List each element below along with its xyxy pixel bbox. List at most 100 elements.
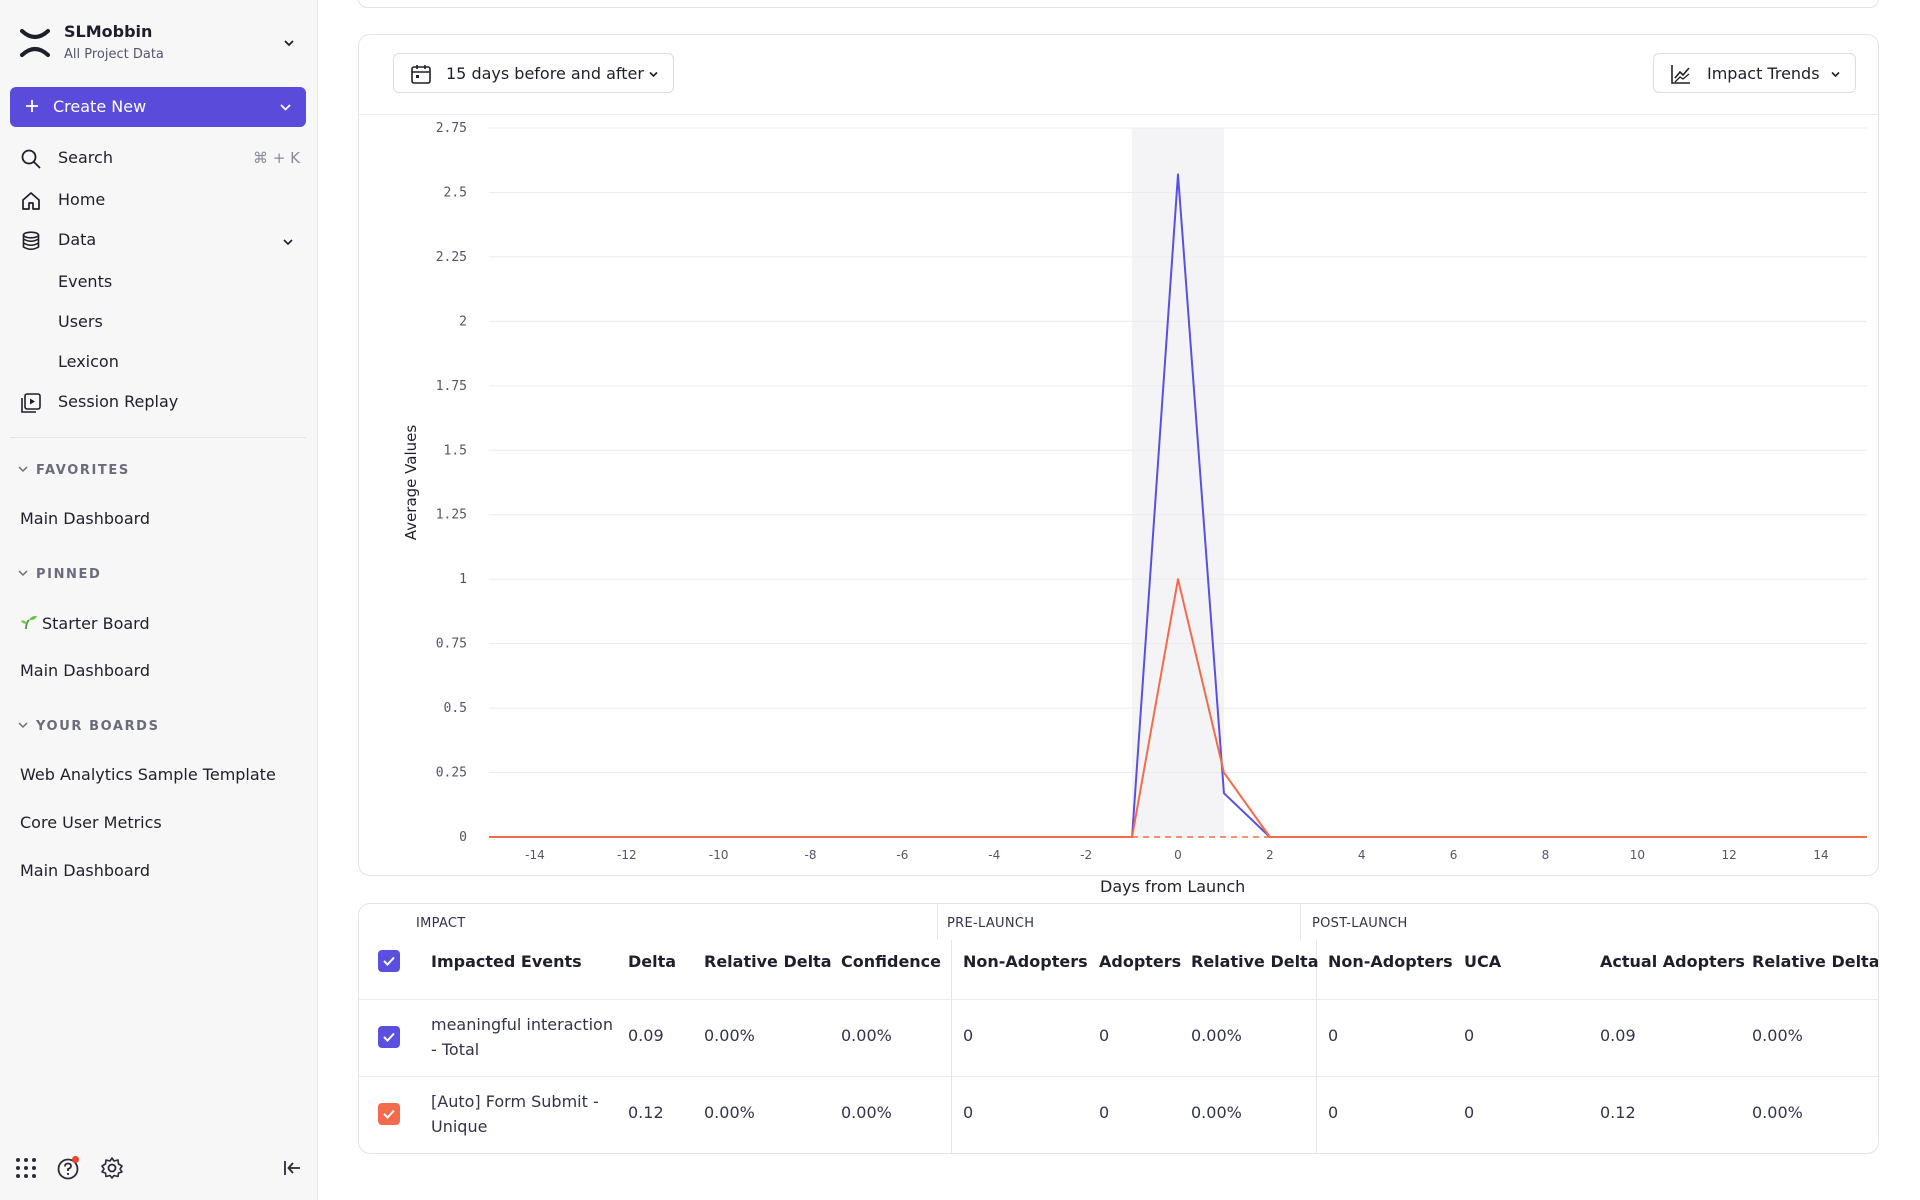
search-icon: [21, 149, 41, 169]
chevron-down-icon: [18, 722, 28, 729]
x-tick-label: 2: [1266, 848, 1274, 862]
select-all-checkbox[interactable]: [378, 950, 400, 972]
y-tick-label: 0.5: [444, 701, 467, 716]
group-divider: [937, 904, 938, 940]
sidebar-item-events[interactable]: Events: [58, 272, 113, 291]
app-logo-icon: [20, 29, 50, 57]
x-tick-label: -2: [1080, 848, 1092, 862]
column-header[interactable]: Non-Adopters: [963, 952, 1088, 971]
table-cell: 0.09: [628, 1026, 664, 1045]
pinned-item[interactable]: Main Dashboard: [20, 661, 151, 680]
sidebar-item-session-replay[interactable]: Session Replay: [20, 386, 300, 418]
check-icon: [383, 956, 395, 966]
board-item[interactable]: Core User Metrics: [20, 813, 162, 832]
table-cell: 0: [963, 1026, 974, 1045]
group-header-post-launch: POST-LAUNCH: [1312, 916, 1408, 931]
y-tick-label: 1.75: [436, 379, 467, 394]
y-tick-label: 2.25: [436, 250, 467, 265]
chevron-down-icon[interactable]: [279, 101, 292, 114]
table-cell: 0.12: [1600, 1103, 1636, 1122]
table-cell: 0: [1464, 1026, 1475, 1045]
pinned-item[interactable]: Starter Board: [20, 613, 150, 633]
board-item[interactable]: Web Analytics Sample Template: [20, 765, 276, 784]
impact-chart-card: 15 days before and after Impact Trends 0…: [358, 34, 1879, 876]
chevron-down-icon: [1831, 71, 1840, 78]
sidebar: SLMobbin All Project Data Create New Sea…: [0, 0, 318, 1200]
gear-icon[interactable]: [100, 1156, 124, 1180]
help-icon[interactable]: [56, 1156, 80, 1180]
impacted-event-name[interactable]: meaningful interaction - Total: [431, 1015, 613, 1059]
series-line-1: [489, 578, 1867, 838]
view-type-select[interactable]: Impact Trends: [1653, 53, 1856, 93]
x-tick-label: 4: [1358, 848, 1366, 862]
date-range-label: 15 days before and after: [446, 64, 644, 83]
column-divider: [951, 940, 952, 1153]
column-header[interactable]: Relative Delta: [704, 952, 832, 971]
column-header[interactable]: Relative Delta: [1191, 952, 1319, 971]
y-tick-label: 1.5: [444, 443, 467, 458]
plus-icon: [26, 100, 38, 112]
row-checkbox[interactable]: [378, 1103, 400, 1125]
column-header[interactable]: Delta: [628, 952, 677, 971]
y-tick-label: 2.75: [436, 121, 467, 136]
apps-grid-icon[interactable]: [14, 1156, 38, 1180]
sidebar-item-data[interactable]: Data: [20, 224, 300, 256]
x-tick-label: -10: [709, 848, 729, 862]
column-header[interactable]: Adopters: [1099, 952, 1182, 971]
project-switcher[interactable]: SLMobbin All Project Data: [20, 22, 300, 68]
row-checkbox[interactable]: [378, 1026, 400, 1048]
collapse-sidebar-icon[interactable]: [280, 1156, 304, 1180]
chevron-down-icon: [18, 466, 28, 473]
x-tick-label: 14: [1813, 848, 1828, 862]
create-new-label: Create New: [53, 97, 147, 116]
view-type-label: Impact Trends: [1707, 64, 1820, 83]
column-divider: [1316, 940, 1317, 1153]
sidebar-item-label: Search: [58, 148, 113, 167]
x-tick-label: -8: [805, 848, 817, 862]
chevron-down-icon: [649, 71, 658, 78]
sidebar-item-label: Home: [58, 190, 106, 209]
sidebar-item-label: Session Replay: [58, 392, 179, 411]
pinned-section-toggle[interactable]: PINNED: [18, 567, 101, 582]
sidebar-footer: [14, 1156, 304, 1182]
x-tick-label: -6: [896, 848, 908, 862]
favorite-item[interactable]: Main Dashboard: [20, 509, 151, 528]
table-cell: 0: [1328, 1103, 1339, 1122]
sidebar-item-users[interactable]: Users: [58, 312, 103, 331]
x-tick-label: -4: [988, 848, 1000, 862]
sidebar-item-lexicon[interactable]: Lexicon: [58, 352, 119, 371]
column-header[interactable]: Actual Adopters: [1600, 952, 1745, 971]
y-tick-label: 0.25: [436, 766, 467, 781]
board-item[interactable]: Main Dashboard: [20, 861, 151, 880]
project-scope: All Project Data: [64, 47, 164, 62]
chevron-down-icon: [18, 570, 28, 577]
group-header-pre-launch: PRE-LAUNCH: [947, 916, 1035, 931]
sidebar-item-home[interactable]: Home: [20, 184, 300, 216]
column-header[interactable]: Confidence: [841, 952, 942, 971]
impacted-event-name[interactable]: [Auto] Form Submit - Unique: [431, 1092, 599, 1136]
column-header[interactable]: Relative Delta: [1752, 952, 1879, 971]
table-cell: 0.00%: [1752, 1103, 1803, 1122]
x-tick-label: -12: [617, 848, 637, 862]
impact-trends-chart: 0 0.25 0.5 0.75 1 1.25 1.5 1.75 2 2.25 2.5 2.75 -14 -…: [402, 121, 1867, 862]
column-header[interactable]: UCA: [1464, 952, 1502, 971]
create-new-button[interactable]: Create New: [10, 87, 306, 127]
boards-section-toggle[interactable]: YOUR BOARDS: [18, 719, 160, 734]
x-tick-label: 0: [1174, 848, 1182, 862]
column-header[interactable]: Impacted Events: [431, 952, 582, 971]
group-header-impact: IMPACT: [416, 916, 466, 931]
replay-icon: [21, 393, 41, 413]
database-icon: [22, 231, 40, 251]
x-axis-title: Days from Launch: [1100, 877, 1246, 896]
row-divider: [359, 999, 1878, 1000]
table-cell: 0.00%: [1191, 1103, 1242, 1122]
table-cell: 0.00%: [1191, 1026, 1242, 1045]
table-cell: 0.00%: [704, 1103, 755, 1122]
favorites-section-toggle[interactable]: FAVORITES: [18, 463, 130, 478]
table-cell: 0.00%: [841, 1026, 892, 1045]
sidebar-item-search[interactable]: Search ⌘ + K: [20, 142, 300, 174]
check-icon: [383, 1032, 395, 1042]
pinned-header: PINNED: [36, 567, 102, 582]
date-range-select[interactable]: 15 days before and after: [393, 53, 674, 93]
column-header[interactable]: Non-Adopters: [1328, 952, 1453, 971]
